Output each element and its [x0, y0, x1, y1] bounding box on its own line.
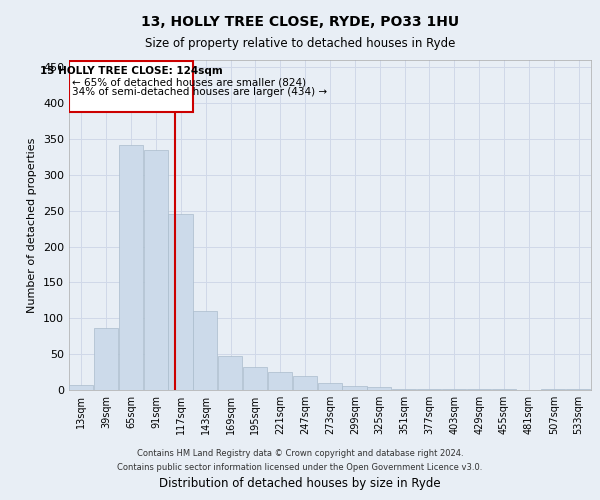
Bar — [293, 376, 317, 390]
Y-axis label: Number of detached properties: Number of detached properties — [28, 138, 37, 312]
Text: 13 HOLLY TREE CLOSE: 124sqm: 13 HOLLY TREE CLOSE: 124sqm — [40, 66, 223, 76]
Text: 13, HOLLY TREE CLOSE, RYDE, PO33 1HU: 13, HOLLY TREE CLOSE, RYDE, PO33 1HU — [141, 15, 459, 29]
Text: Size of property relative to detached houses in Ryde: Size of property relative to detached ho… — [145, 38, 455, 51]
Text: 34% of semi-detached houses are larger (434) →: 34% of semi-detached houses are larger (… — [72, 88, 327, 98]
Bar — [218, 356, 242, 390]
Bar — [417, 388, 441, 390]
Text: Contains public sector information licensed under the Open Government Licence v3: Contains public sector information licen… — [118, 464, 482, 472]
Bar — [169, 214, 193, 390]
Bar — [343, 386, 367, 390]
Text: Distribution of detached houses by size in Ryde: Distribution of detached houses by size … — [159, 477, 441, 490]
Bar — [268, 372, 292, 390]
Bar — [243, 367, 267, 390]
Bar — [392, 388, 416, 390]
Bar — [119, 144, 143, 390]
Bar — [193, 311, 217, 390]
FancyBboxPatch shape — [69, 62, 193, 112]
Bar — [94, 328, 118, 390]
Bar — [69, 385, 93, 390]
Text: ← 65% of detached houses are smaller (824): ← 65% of detached houses are smaller (82… — [72, 77, 306, 87]
Text: Contains HM Land Registry data © Crown copyright and database right 2024.: Contains HM Land Registry data © Crown c… — [137, 448, 463, 458]
Bar — [143, 150, 167, 390]
Bar — [367, 387, 391, 390]
Bar — [317, 383, 341, 390]
